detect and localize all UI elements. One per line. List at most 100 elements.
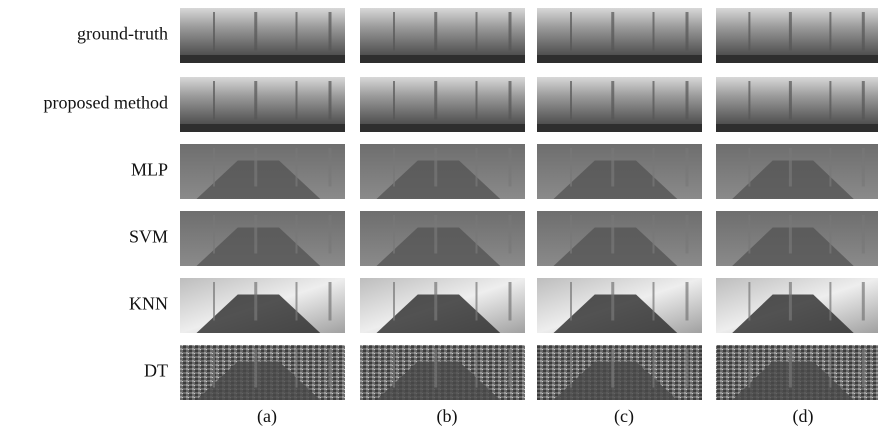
image-background [180, 8, 345, 63]
tree [476, 282, 478, 321]
tree [748, 215, 750, 254]
tree [686, 81, 689, 120]
tree [862, 148, 865, 187]
tree [329, 81, 332, 120]
tree [213, 81, 215, 120]
tree [611, 349, 614, 388]
tree [570, 282, 572, 321]
tree [296, 349, 298, 388]
tree [213, 148, 215, 187]
tree [829, 349, 831, 388]
tree [829, 215, 831, 254]
tree [296, 81, 298, 120]
tree [611, 12, 614, 51]
tree [789, 282, 792, 321]
tree [862, 282, 865, 321]
depth-image [180, 8, 345, 63]
tree [748, 81, 750, 120]
tree [570, 349, 572, 388]
tree [434, 12, 437, 51]
tree [329, 349, 332, 388]
column-label: (b) [437, 406, 458, 427]
depth-image [537, 144, 702, 199]
row-label: KNN [129, 294, 168, 314]
depth-image [537, 8, 702, 63]
tree [296, 148, 298, 187]
tree [254, 148, 257, 187]
ground-dark [716, 124, 878, 132]
image-background [716, 77, 878, 132]
tree [862, 81, 865, 120]
tree [829, 12, 831, 51]
tree [509, 349, 512, 388]
tree [653, 81, 655, 120]
ground-dark [360, 55, 525, 63]
tree [789, 349, 792, 388]
depth-image [716, 77, 878, 132]
depth-image [180, 211, 345, 266]
tree [748, 148, 750, 187]
tree [748, 349, 750, 388]
tree [393, 81, 395, 120]
tree [434, 81, 437, 120]
depth-image [360, 8, 525, 63]
depth-image [180, 345, 345, 400]
tree [789, 215, 792, 254]
tree [653, 12, 655, 51]
depth-image [537, 211, 702, 266]
tree [570, 148, 572, 187]
depth-image [537, 278, 702, 333]
depth-image [180, 77, 345, 132]
row-label: SVM [129, 227, 168, 247]
tree [254, 215, 257, 254]
tree [653, 349, 655, 388]
tree [829, 81, 831, 120]
column-label: (d) [793, 406, 814, 427]
ground-dark [180, 55, 345, 63]
tree [393, 349, 395, 388]
tree [686, 148, 689, 187]
tree [434, 148, 437, 187]
ground-dark [360, 124, 525, 132]
tree [476, 215, 478, 254]
tree [611, 81, 614, 120]
tree [434, 349, 437, 388]
tree [829, 282, 831, 321]
depth-image [360, 77, 525, 132]
depth-image [180, 144, 345, 199]
tree [748, 12, 750, 51]
depth-image [180, 278, 345, 333]
tree [611, 215, 614, 254]
depth-image [360, 278, 525, 333]
depth-image [716, 345, 878, 400]
tree [686, 12, 689, 51]
depth-image [360, 211, 525, 266]
image-background [716, 8, 878, 63]
row-label: proposed method [44, 93, 168, 113]
figure: ground-truthproposed methodMLPSVMKNNDT(a… [0, 0, 878, 428]
tree [329, 282, 332, 321]
tree [434, 215, 437, 254]
tree [509, 148, 512, 187]
tree [570, 81, 572, 120]
tree [829, 148, 831, 187]
tree [393, 215, 395, 254]
tree [862, 12, 865, 51]
tree [213, 282, 215, 321]
tree [476, 12, 478, 51]
tree [434, 282, 437, 321]
depth-image [537, 77, 702, 132]
image-background [537, 77, 702, 132]
tree [509, 282, 512, 321]
tree [509, 12, 512, 51]
ground-dark [537, 124, 702, 132]
image-background [180, 77, 345, 132]
tree [653, 148, 655, 187]
tree [611, 282, 614, 321]
tree [296, 12, 298, 51]
row-label: DT [144, 361, 168, 381]
tree [686, 349, 689, 388]
tree [509, 81, 512, 120]
tree [789, 12, 792, 51]
